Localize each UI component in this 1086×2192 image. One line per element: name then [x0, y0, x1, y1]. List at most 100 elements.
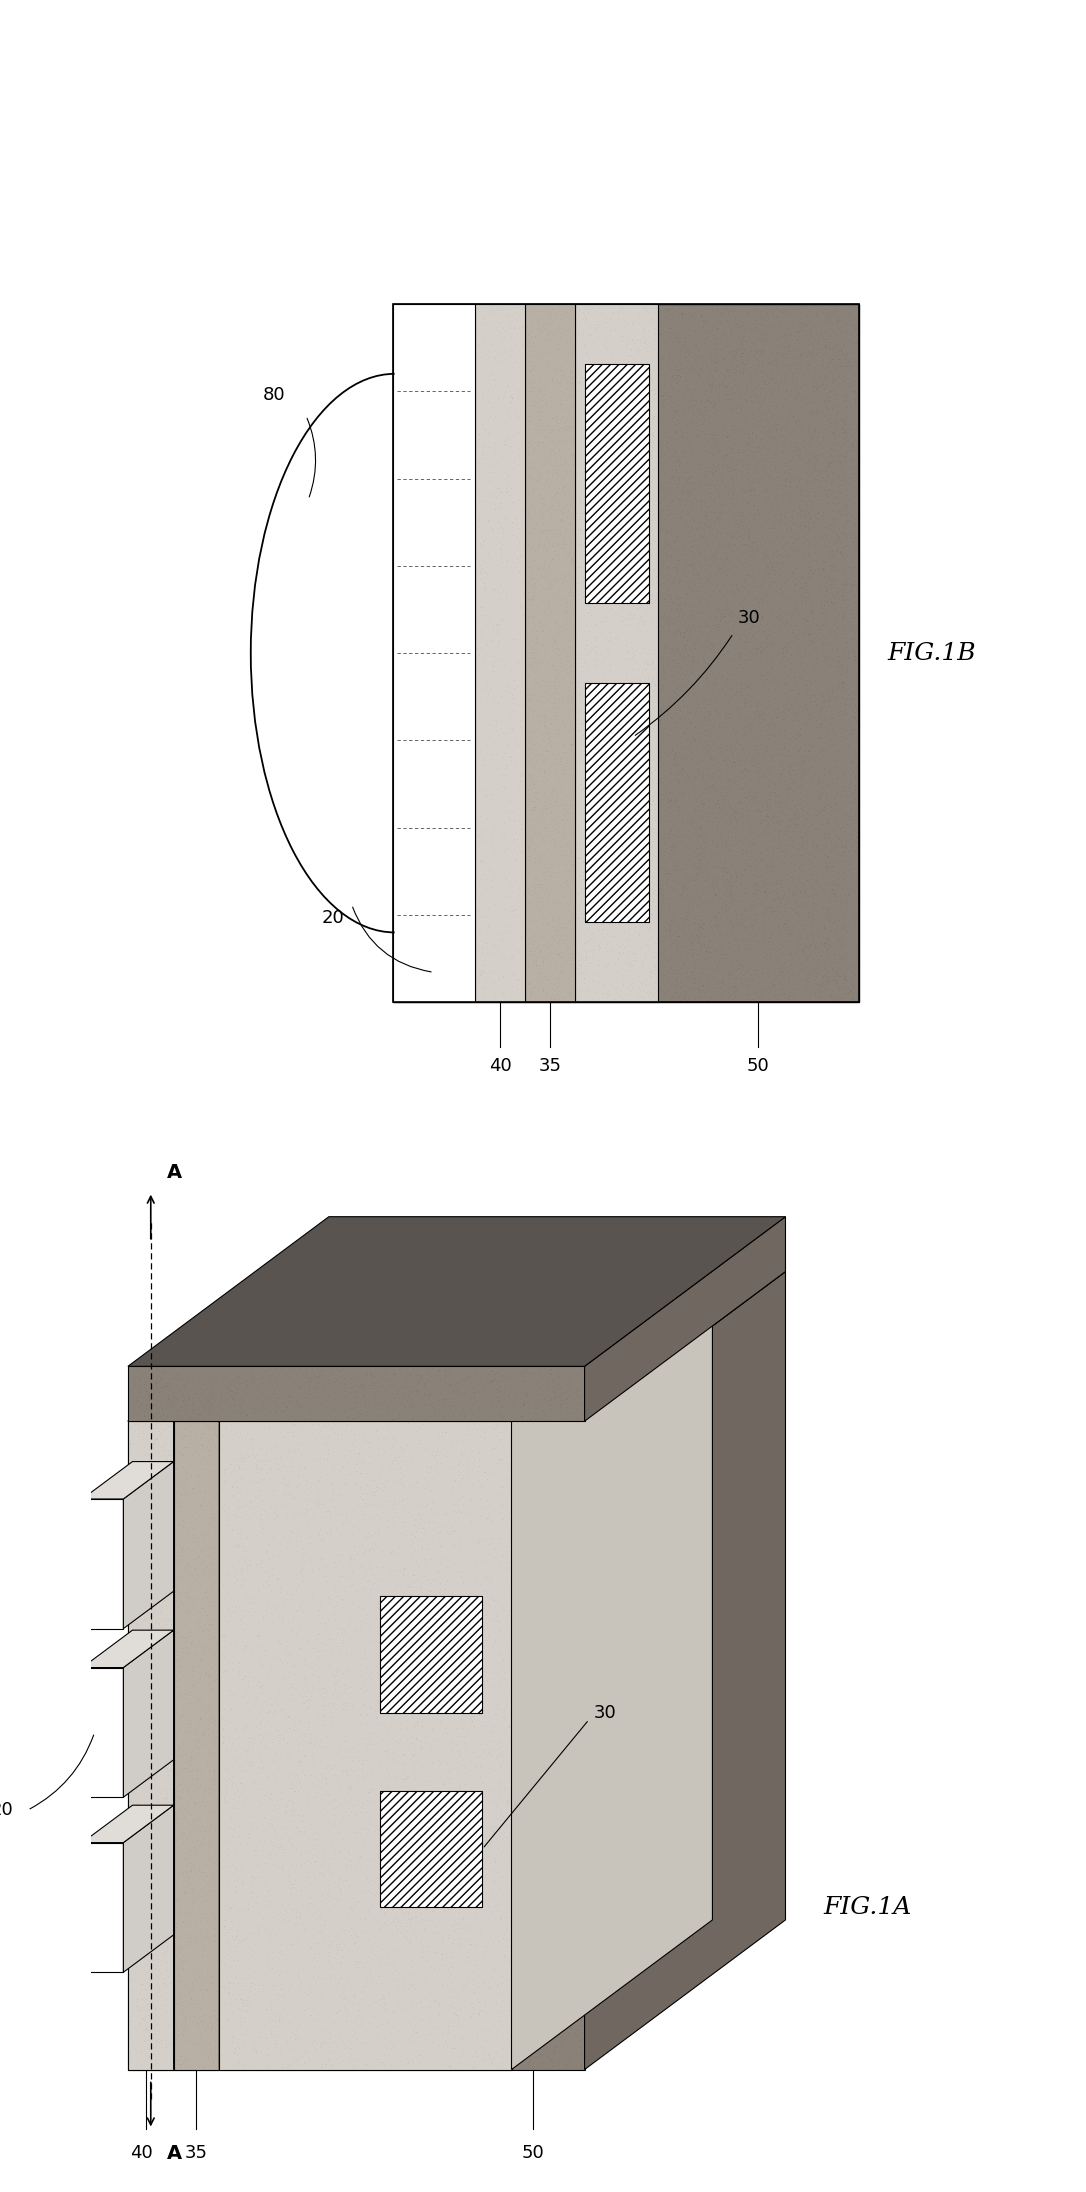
Point	[750, 859, 768, 894]
Point	[559, 493, 577, 528]
Point	[393, 1909, 411, 1944]
Point	[387, 752, 404, 787]
Point	[535, 1922, 553, 1957]
Point	[623, 969, 641, 1004]
Point	[345, 1900, 363, 1936]
Point	[447, 954, 465, 989]
Point	[450, 1407, 467, 1442]
Point	[231, 1767, 249, 1802]
Point	[462, 1587, 479, 1622]
Point	[643, 918, 660, 954]
Point	[501, 541, 518, 576]
Point	[605, 487, 622, 522]
Point	[269, 1583, 287, 1618]
Point	[823, 476, 841, 511]
Point	[747, 850, 765, 886]
Point	[179, 2006, 197, 2041]
Point	[784, 416, 801, 452]
Point	[566, 1767, 583, 1802]
Point	[711, 901, 729, 936]
Point	[753, 636, 770, 671]
Point	[466, 1736, 483, 1771]
Point	[296, 1846, 314, 1881]
Point	[127, 1786, 144, 1822]
Point	[417, 1637, 434, 1672]
Point	[466, 498, 483, 533]
Point	[627, 798, 644, 833]
Point	[635, 651, 653, 686]
Point	[668, 469, 685, 504]
Point	[412, 864, 429, 899]
Point	[308, 1857, 326, 1892]
Point	[610, 381, 628, 416]
Point	[406, 859, 424, 894]
Point	[320, 1377, 338, 1412]
Point	[498, 349, 516, 384]
Point	[623, 789, 641, 824]
Point	[560, 778, 578, 813]
Point	[769, 638, 786, 673]
Point	[125, 1898, 142, 1933]
Point	[427, 927, 444, 962]
Point	[543, 1962, 560, 1997]
Point	[441, 1898, 458, 1933]
Point	[623, 706, 641, 741]
Point	[515, 1374, 532, 1409]
Point	[845, 449, 862, 484]
Point	[496, 1532, 514, 1567]
Point	[451, 1977, 468, 2012]
Point	[329, 1929, 346, 1964]
Point	[529, 861, 546, 897]
Point	[646, 579, 664, 614]
Point	[790, 434, 807, 469]
Point	[520, 723, 538, 758]
Point	[543, 322, 560, 357]
Point	[298, 2021, 315, 2056]
Point	[333, 1808, 351, 1843]
Point	[540, 445, 557, 480]
Point	[453, 1727, 470, 1762]
Point	[616, 555, 633, 590]
Point	[565, 921, 582, 956]
Point	[616, 690, 633, 726]
Point	[526, 914, 543, 949]
Point	[683, 524, 700, 559]
Point	[362, 1576, 379, 1611]
Point	[369, 1523, 387, 1559]
Point	[422, 478, 440, 513]
Point	[343, 1390, 361, 1425]
Point	[834, 964, 851, 1000]
Point	[395, 1957, 413, 1993]
Point	[544, 620, 561, 655]
Point	[506, 848, 523, 883]
Point	[646, 368, 664, 403]
Point	[405, 688, 422, 723]
Point	[626, 708, 643, 743]
Point	[453, 1480, 470, 1515]
Point	[509, 1824, 527, 1859]
Point	[651, 640, 668, 675]
Point	[392, 366, 409, 401]
Point	[593, 627, 610, 662]
Point	[692, 491, 709, 526]
Point	[342, 1550, 359, 1585]
Point	[463, 384, 480, 419]
Point	[637, 826, 655, 861]
Point	[456, 1679, 473, 1714]
Point	[547, 603, 565, 638]
Point	[150, 1769, 167, 1804]
Point	[560, 489, 578, 524]
Point	[155, 1486, 173, 1521]
Point	[506, 1828, 523, 1863]
Point	[429, 1637, 446, 1672]
Point	[706, 362, 723, 397]
Point	[147, 1567, 164, 1602]
Point	[681, 502, 698, 537]
Point	[711, 907, 729, 943]
Point	[205, 1629, 223, 1664]
Point	[569, 901, 586, 936]
Point	[528, 868, 545, 903]
Point	[488, 614, 505, 649]
Point	[243, 1416, 261, 1451]
Point	[519, 1620, 536, 1655]
